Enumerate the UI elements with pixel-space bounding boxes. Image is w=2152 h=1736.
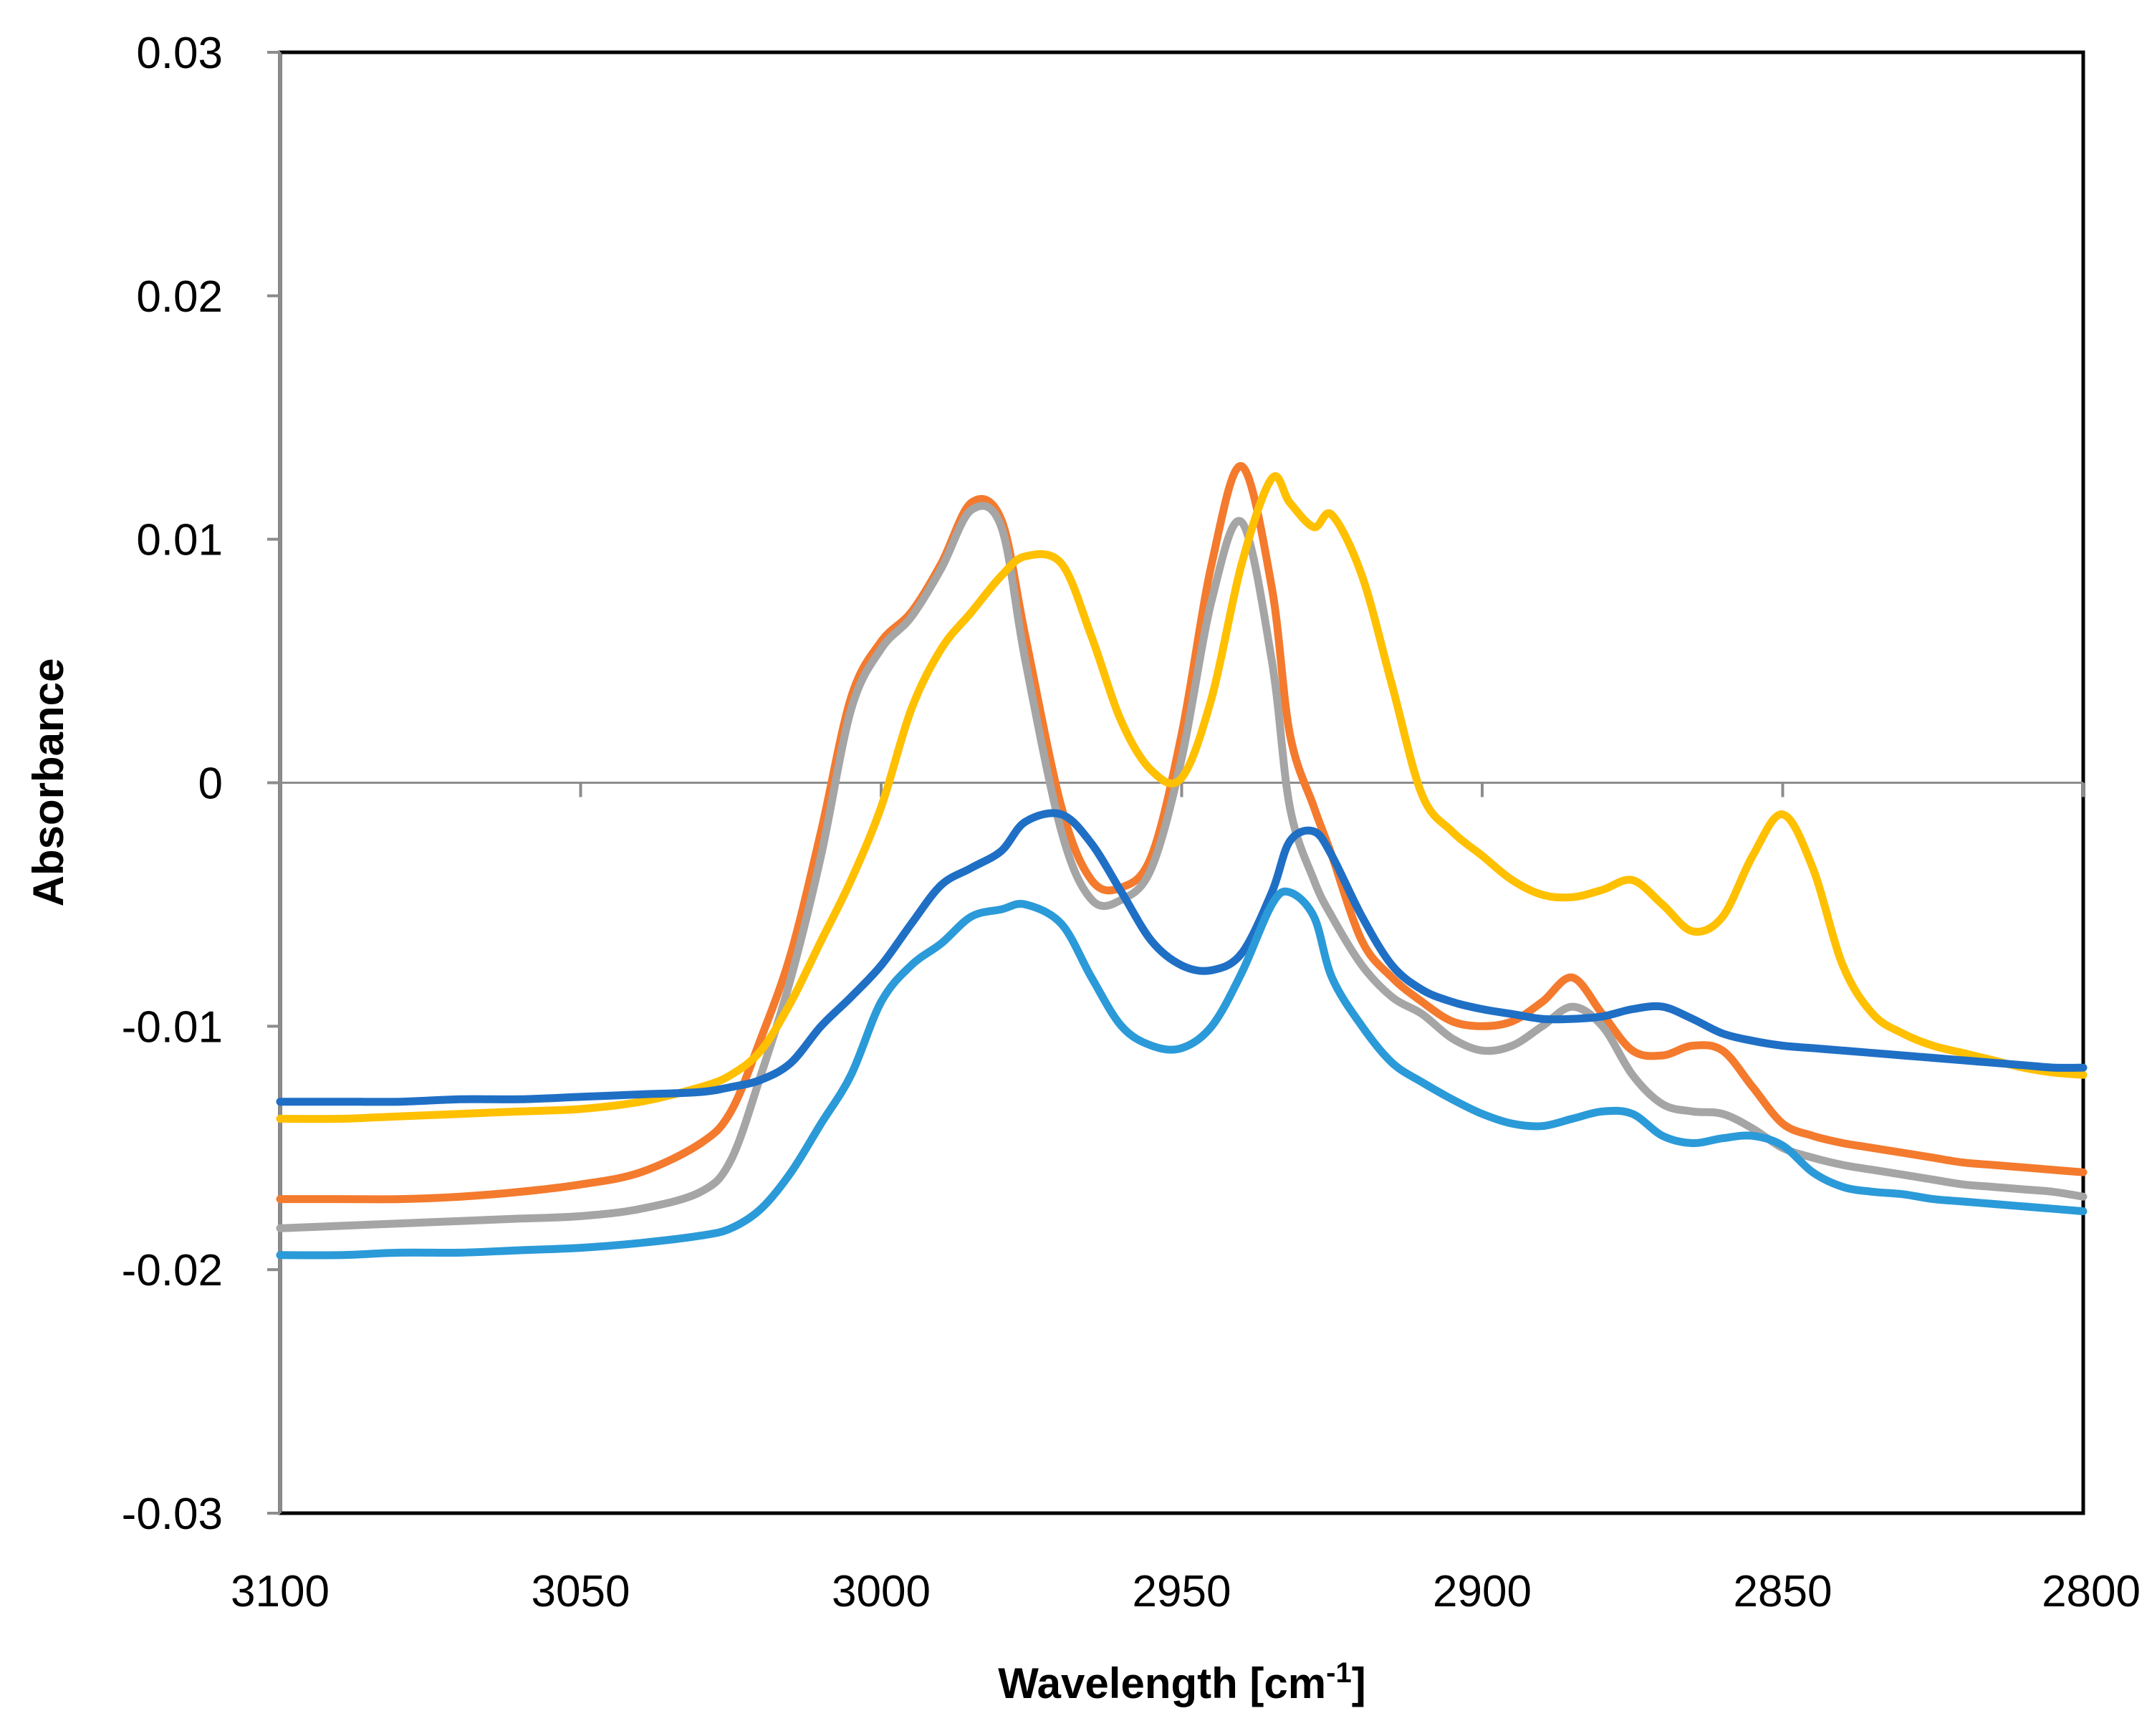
y-tick-label: -0.03 [122, 1490, 223, 1539]
x-axis-title-text: Wavelength [cm [998, 1659, 1326, 1707]
series-line-yellow [276, 472, 2088, 1123]
x-tick-label: 2850 [1734, 1567, 1832, 1616]
y-tick-label: 0.01 [136, 516, 223, 565]
x-axis-title-close: ] [1352, 1659, 1366, 1707]
x-axis-title: Wavelength [cm-1] [998, 1657, 1365, 1707]
x-tick-label: 3050 [532, 1567, 630, 1616]
series-line-orange [276, 462, 2088, 1204]
y-tick-label: -0.02 [122, 1246, 223, 1295]
y-tick-label: 0 [198, 759, 223, 809]
x-tick-label: 3000 [832, 1567, 931, 1616]
x-tick-label: 3100 [231, 1567, 330, 1616]
x-tick-label: 2950 [1133, 1567, 1231, 1616]
y-tick-label: 0.03 [136, 29, 223, 78]
series-lines [276, 462, 2088, 1260]
series-line-dark-blue [276, 809, 2088, 1106]
y-tick-label: 0.02 [136, 272, 223, 322]
y-axis-title: Absorbance [24, 658, 72, 907]
x-axis-ticks: 3100 3050 3000 2950 2900 2850 2800 [231, 782, 2141, 1616]
y-tick-label: -0.01 [122, 1002, 223, 1052]
x-axis-title-superscript: -1 [1326, 1657, 1352, 1689]
series-line-light-blue [276, 887, 2088, 1260]
x-tick-label: 2900 [1433, 1567, 1532, 1616]
x-tick-label: 2800 [2042, 1567, 2141, 1616]
y-axis-ticks: 0.03 0.02 0.01 0 -0.01 -0.02 -0.03 [122, 29, 280, 1539]
